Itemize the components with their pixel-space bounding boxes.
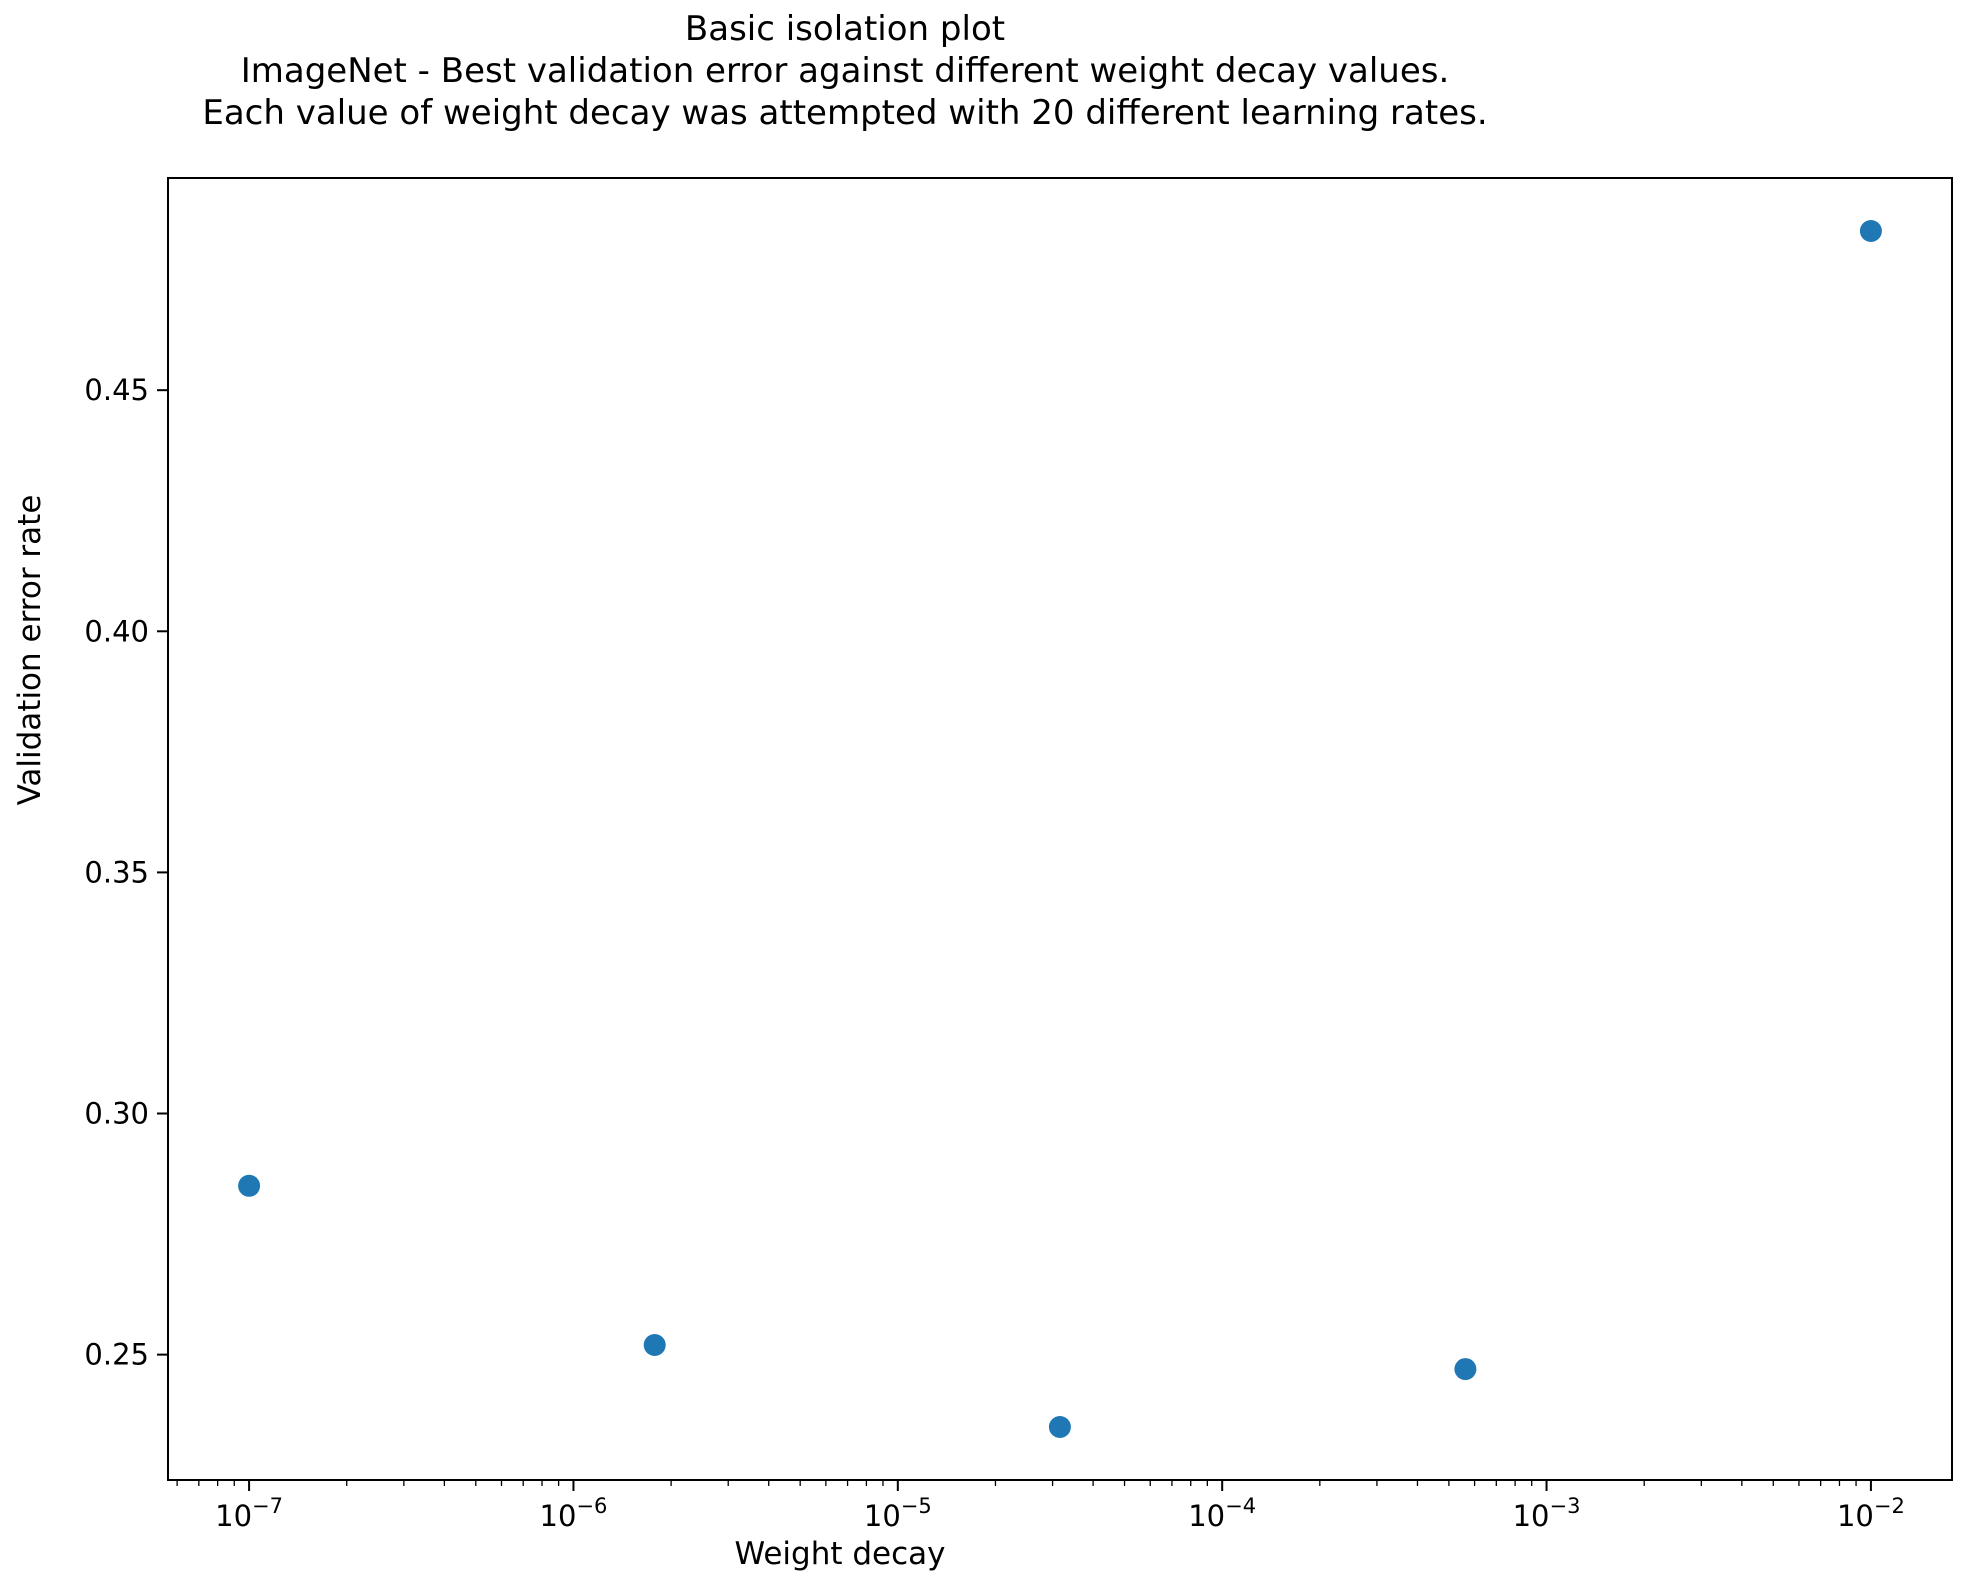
chart-title-line-3: Each value of weight decay was attempted… <box>202 93 1488 133</box>
y-tick-label: 0.45 <box>84 373 149 407</box>
chart-title: Basic isolation plot ImageNet - Best val… <box>202 8 1487 134</box>
x-axis-label: Weight decay <box>734 1536 946 1572</box>
x-tick-label: 10−4 <box>1188 1494 1256 1533</box>
y-tick-label: 0.25 <box>84 1338 149 1372</box>
y-tick-label: 0.40 <box>84 614 149 648</box>
y-tick-label: 0.30 <box>84 1097 149 1131</box>
data-point <box>238 1174 261 1197</box>
chart-title-line-2: ImageNet - Best validation error against… <box>240 51 1450 91</box>
data-point <box>1454 1358 1477 1381</box>
chart-title-line-1: Basic isolation plot <box>684 9 1006 49</box>
axes-spines <box>167 177 1953 1481</box>
data-point <box>1048 1416 1071 1438</box>
x-tick-label: 10−7 <box>215 1494 283 1533</box>
x-tick-label: 10−3 <box>1513 1494 1581 1533</box>
y-tick-label: 0.35 <box>84 855 149 889</box>
x-tick-label: 10−2 <box>1837 1494 1905 1533</box>
x-tick-label: 10−6 <box>540 1494 608 1533</box>
x-tick-label: 10−5 <box>864 1494 932 1533</box>
data-point <box>1859 220 1882 242</box>
data-point <box>643 1334 666 1356</box>
